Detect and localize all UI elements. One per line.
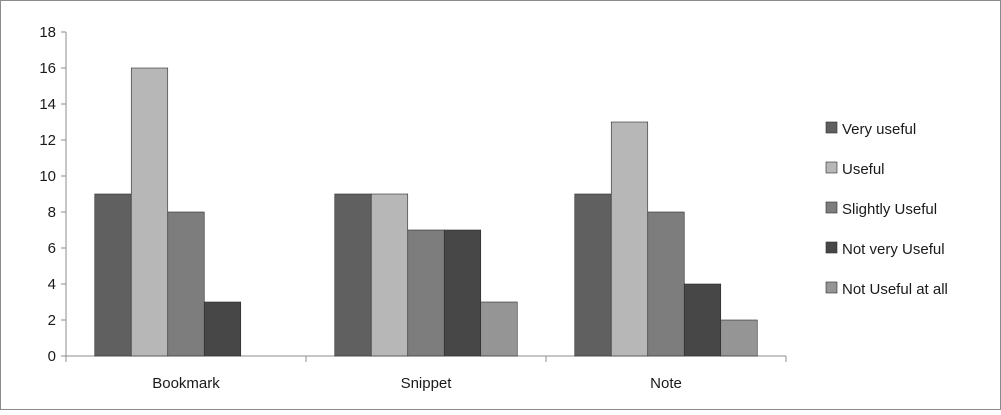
legend-label: Useful bbox=[842, 161, 885, 178]
legend-swatch bbox=[825, 161, 838, 174]
bar bbox=[370, 193, 409, 357]
y-tick-label: 12 bbox=[39, 132, 56, 149]
y-tick-label: 8 bbox=[48, 204, 56, 221]
legend-label: Not Useful at all bbox=[842, 281, 948, 298]
legend: Very useful Useful Slightly Useful Not very… bbox=[825, 121, 948, 298]
y-tick-label: 2 bbox=[48, 312, 56, 329]
bar bbox=[443, 229, 482, 357]
legend-swatch bbox=[825, 281, 838, 294]
bar bbox=[647, 211, 685, 357]
legend-swatch bbox=[825, 201, 838, 214]
y-tick-label: 6 bbox=[48, 240, 56, 257]
bar bbox=[203, 301, 242, 357]
bar bbox=[334, 193, 372, 357]
legend-label: Not very Useful bbox=[842, 241, 945, 258]
bar bbox=[130, 67, 169, 357]
bar bbox=[720, 319, 758, 357]
y-axis: 0 2 4 6 8 10 12 14 16 18 bbox=[39, 24, 67, 365]
legend-label: Slightly Useful bbox=[842, 201, 937, 218]
y-tick-label: 10 bbox=[39, 168, 56, 185]
bar bbox=[480, 301, 518, 357]
bar bbox=[610, 121, 649, 357]
bar bbox=[94, 193, 132, 357]
x-tick-label: Note bbox=[650, 375, 682, 392]
x-tick-label: Bookmark bbox=[152, 375, 220, 392]
bars bbox=[94, 67, 758, 357]
legend-swatch bbox=[825, 241, 838, 254]
x-tick-label: Snippet bbox=[401, 375, 453, 392]
y-tick-label: 18 bbox=[39, 24, 56, 41]
y-tick-label: 0 bbox=[48, 348, 56, 365]
bar bbox=[167, 211, 205, 357]
y-tick-label: 4 bbox=[48, 276, 56, 293]
y-tick-label: 14 bbox=[39, 96, 56, 113]
legend-label: Very useful bbox=[842, 121, 916, 138]
bar bbox=[574, 193, 612, 357]
bar bbox=[407, 229, 445, 357]
legend-swatch bbox=[825, 121, 838, 134]
y-tick-label: 16 bbox=[39, 60, 56, 77]
bar bbox=[683, 283, 722, 357]
